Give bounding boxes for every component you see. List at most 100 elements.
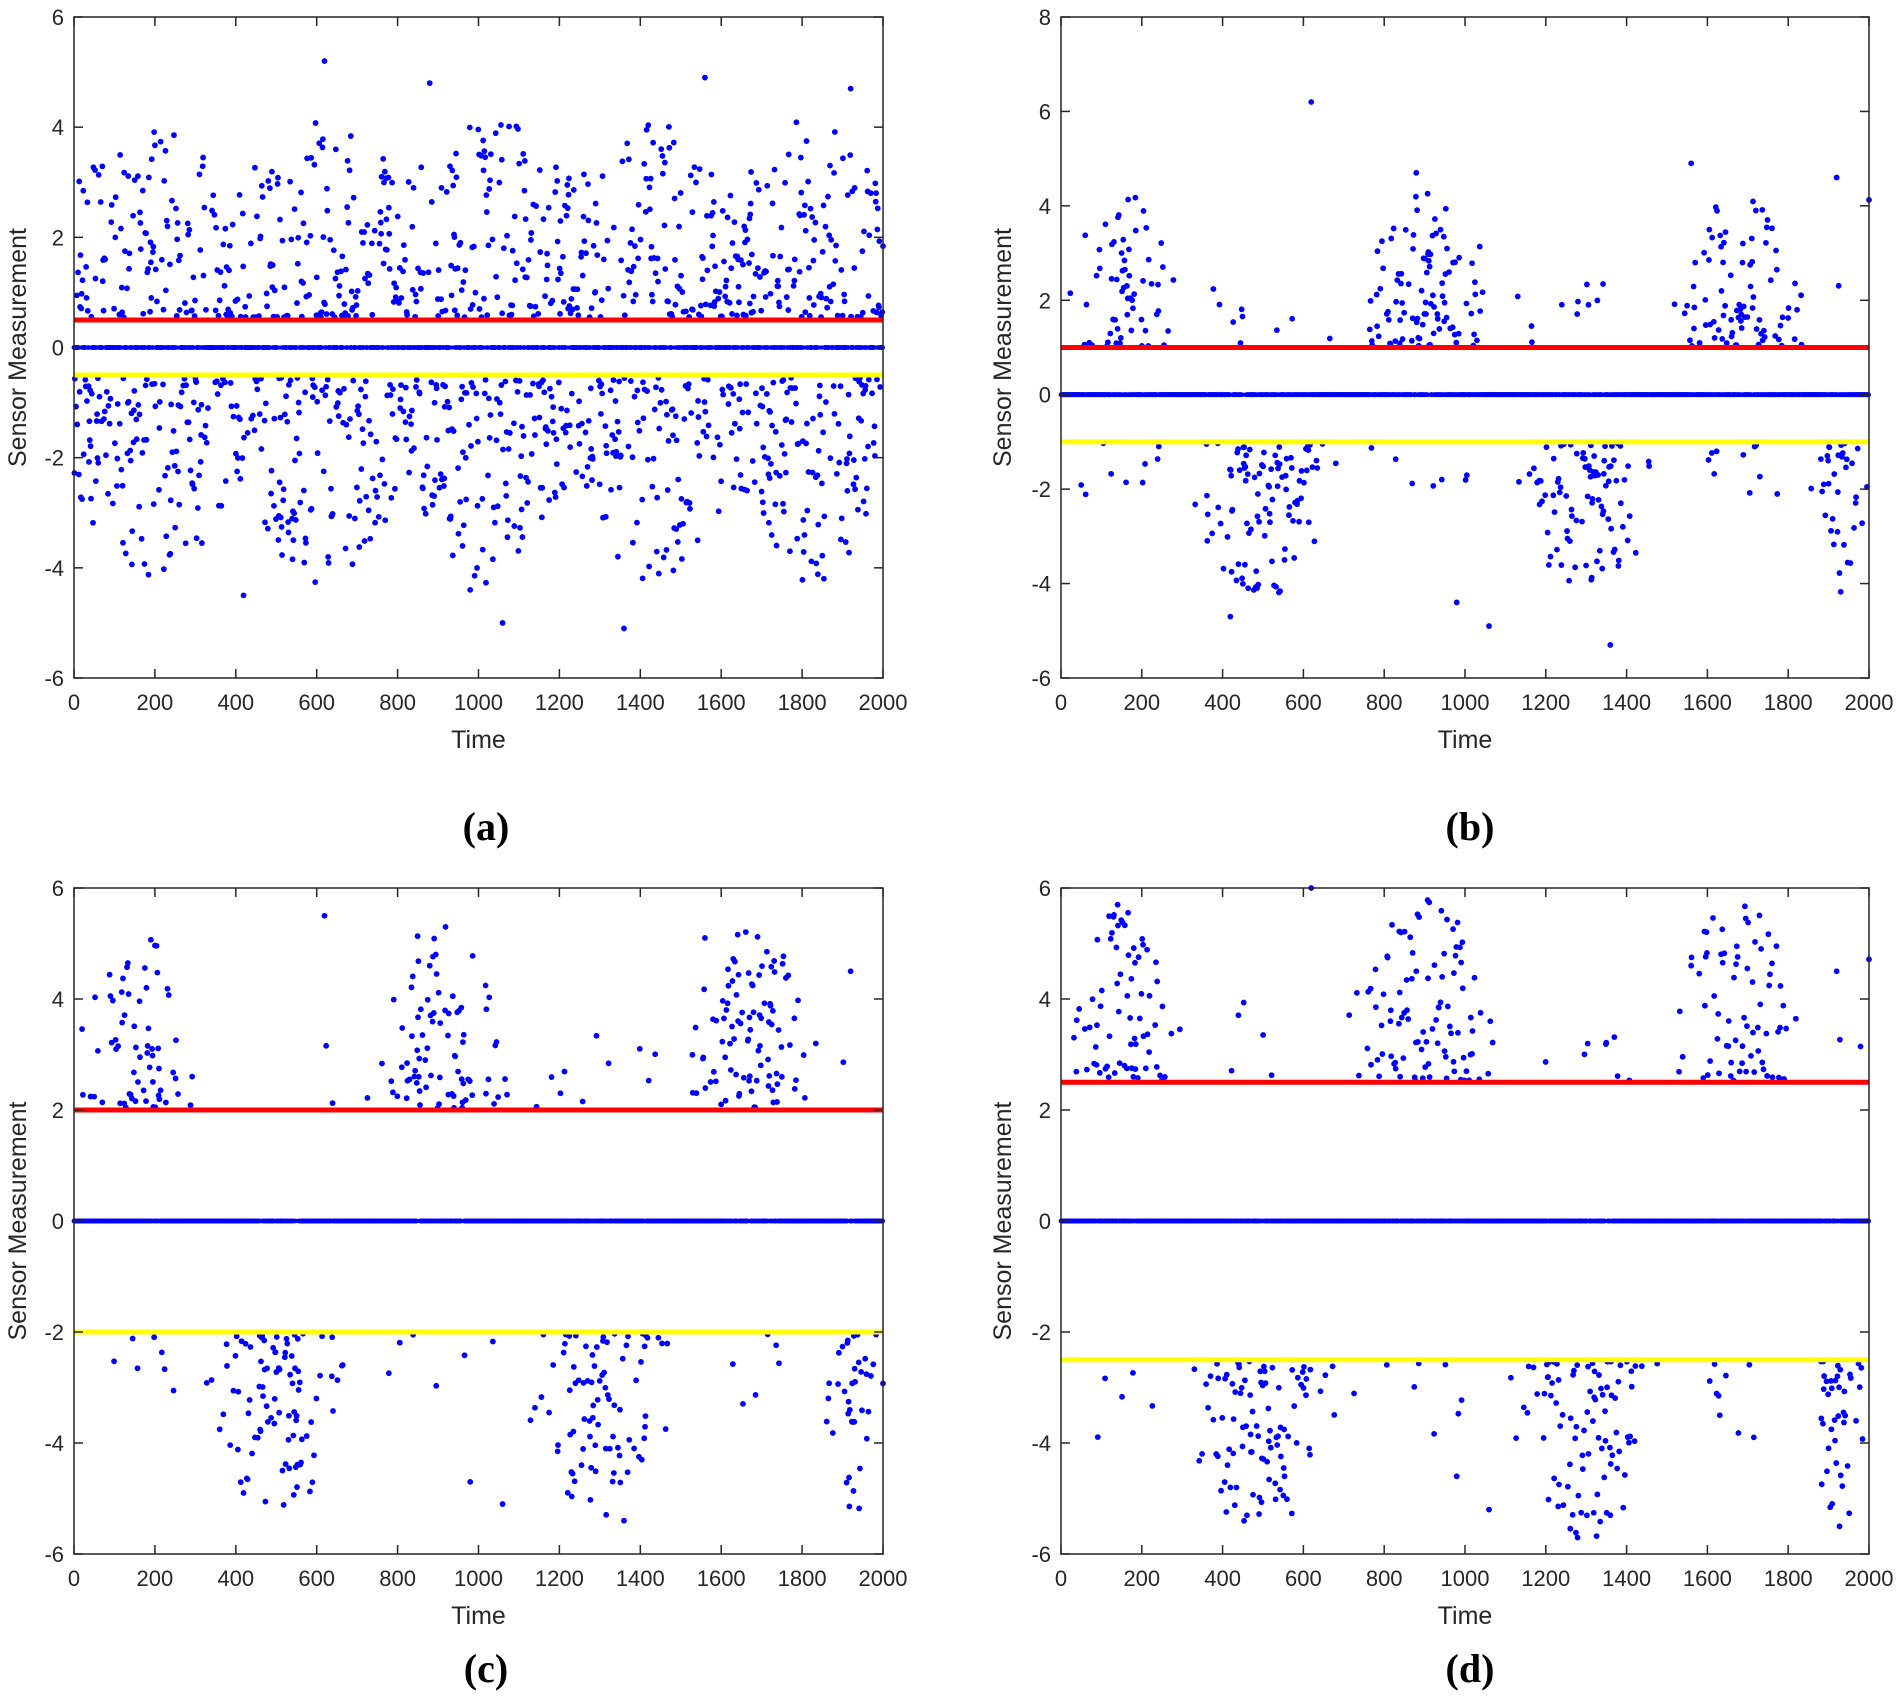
data-point: [1145, 256, 1152, 263]
data-point: [666, 123, 672, 130]
data-point: [683, 308, 689, 315]
data-point: [625, 156, 632, 163]
data-point: [728, 265, 735, 272]
x-tick-label: 1800: [778, 690, 827, 715]
data-point: [782, 469, 789, 476]
data-point: [197, 247, 204, 253]
x-tick-label: 0: [68, 690, 80, 715]
x-axis-label-a: Time: [451, 726, 506, 754]
data-point: [1764, 217, 1771, 223]
data-point: [861, 228, 867, 235]
data-point: [481, 390, 488, 397]
data-point: [275, 174, 281, 181]
data-point: [678, 272, 684, 279]
data-point: [801, 202, 808, 209]
data-point: [275, 537, 282, 543]
data-point: [246, 293, 253, 299]
data-point: [1409, 480, 1416, 487]
data-point: [254, 386, 261, 393]
data-point: [703, 433, 710, 440]
data-point: [748, 251, 755, 258]
data-point: [318, 309, 325, 316]
data-point: [148, 156, 155, 163]
data-point: [654, 255, 661, 262]
data-point: [648, 243, 655, 250]
data-point: [575, 312, 582, 319]
data-point: [1274, 483, 1281, 490]
data-point: [150, 249, 156, 255]
data-point: [381, 168, 388, 175]
data-point: [485, 395, 492, 402]
data-point: [643, 126, 650, 133]
data-point: [232, 1352, 239, 1359]
data-point: [704, 212, 710, 219]
data-point: [343, 266, 349, 273]
data-point: [783, 294, 790, 300]
data-point: [1706, 226, 1713, 233]
data-point: [313, 1395, 320, 1402]
data-point: [247, 1344, 254, 1350]
data-point: [1367, 298, 1374, 304]
data-point: [1826, 444, 1833, 451]
data-point: [1555, 475, 1562, 482]
data-point: [363, 493, 370, 500]
data-point: [486, 186, 493, 192]
data-point: [240, 1490, 247, 1496]
data-point: [1248, 526, 1254, 533]
data-point: [1422, 299, 1429, 306]
data-point: [807, 205, 814, 212]
data-point: [1710, 318, 1717, 325]
data-point: [584, 463, 591, 470]
data-point: [522, 216, 529, 223]
data-point: [736, 396, 743, 403]
data-point: [92, 275, 99, 282]
data-point: [199, 163, 206, 170]
data-point: [356, 544, 363, 550]
data-point: [836, 459, 843, 466]
data-point: [425, 269, 432, 276]
data-point: [811, 237, 818, 243]
data-point: [520, 150, 527, 157]
data-point: [669, 406, 676, 413]
data-point: [291, 510, 298, 517]
y-axis-label-b: Sensor Measurement: [989, 228, 1017, 467]
data-point: [1313, 457, 1320, 464]
data-point: [371, 227, 378, 234]
data-point: [865, 443, 871, 450]
data-point: [1711, 470, 1718, 477]
data-point: [404, 1060, 410, 1066]
data-point: [321, 912, 328, 919]
data-point: [1477, 308, 1484, 315]
data-point: [772, 428, 779, 435]
data-point: [485, 472, 491, 479]
data-point: [162, 472, 168, 479]
data-point: [88, 390, 95, 397]
data-point: [500, 446, 506, 453]
data-point: [661, 159, 668, 166]
data-point: [429, 501, 436, 508]
data-point: [1720, 312, 1727, 319]
data-point: [479, 495, 486, 502]
data-point: [1140, 208, 1147, 214]
data-point: [377, 472, 383, 479]
data-point: [348, 288, 355, 295]
data-point: [201, 434, 208, 441]
data-point: [1239, 313, 1246, 320]
data-point: [78, 305, 85, 312]
data-point: [528, 451, 535, 457]
data-point: [170, 1387, 177, 1394]
data-point: [588, 446, 595, 452]
data-point: [119, 1019, 126, 1026]
data-point: [847, 85, 854, 92]
data-point: [509, 247, 516, 254]
data-point: [710, 454, 717, 461]
data-point: [1430, 483, 1437, 489]
data-point: [598, 381, 605, 388]
data-point: [392, 294, 399, 301]
data-point: [1237, 340, 1244, 346]
data-point: [160, 566, 167, 573]
data-point: [659, 170, 666, 177]
data-point: [322, 392, 329, 399]
data-point: [205, 405, 211, 411]
y-tick-label: 0: [52, 336, 64, 361]
